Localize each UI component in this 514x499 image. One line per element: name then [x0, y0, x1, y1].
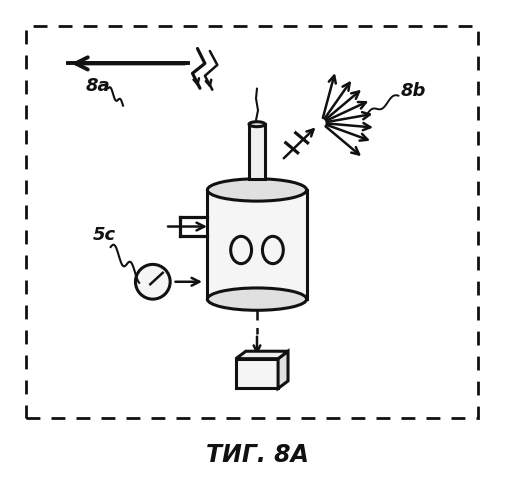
Ellipse shape — [231, 237, 251, 263]
Ellipse shape — [207, 179, 307, 201]
Polygon shape — [236, 359, 278, 388]
Text: 8b: 8b — [401, 82, 426, 100]
Bar — [26, 26, 478, 418]
Polygon shape — [249, 124, 265, 179]
Text: 8a: 8a — [86, 77, 111, 95]
Polygon shape — [278, 351, 288, 388]
Text: ΤИГ. 8А: ΤИГ. 8А — [206, 444, 308, 468]
Ellipse shape — [263, 237, 283, 263]
Ellipse shape — [207, 288, 307, 310]
Text: 5c: 5c — [93, 226, 116, 244]
Polygon shape — [236, 351, 288, 359]
Polygon shape — [207, 190, 307, 299]
Circle shape — [135, 264, 170, 299]
Ellipse shape — [249, 122, 265, 127]
